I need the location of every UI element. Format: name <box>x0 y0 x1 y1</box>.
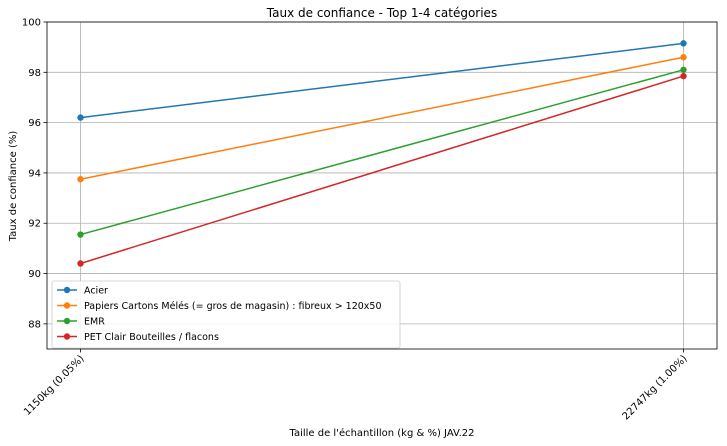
legend-box <box>51 280 401 349</box>
legend-marker <box>63 333 71 340</box>
y-tick-label: 92 <box>28 219 41 230</box>
data-point <box>77 114 84 121</box>
data-point <box>680 66 687 73</box>
legend-item: Papiers Cartons Mélés (= gros de magasin… <box>57 301 382 312</box>
y-tick-label: 96 <box>28 118 41 129</box>
series-line <box>80 42 684 119</box>
y-tick-label: 100 <box>22 18 41 29</box>
y-tick-label: 98 <box>28 68 41 79</box>
series-2 <box>77 66 687 238</box>
x-tick-label: 22747kg (1.00%) <box>621 353 690 422</box>
y-axis-label: Taux de confiance (%) <box>8 131 19 243</box>
chart-title: Taux de confiance - Top 1-4 catégories <box>266 6 497 20</box>
series-1 <box>77 54 687 183</box>
legend-label: Acier <box>84 286 108 297</box>
legend-item: Acier <box>57 286 108 297</box>
y-tick-label: 90 <box>28 269 41 280</box>
legend-marker <box>63 302 71 309</box>
data-point <box>77 231 84 238</box>
series-lines <box>77 40 687 267</box>
axes <box>46 21 718 350</box>
x-tick-label: 1150kg (0.05%) <box>22 353 87 418</box>
legend-marker <box>63 317 71 325</box>
x-axis-ticks: 1150kg (0.05%) 22747kg (1.00%) <box>22 349 690 422</box>
x-axis-label: Taille de l'échantillon (kg & %) JAV.22 <box>288 427 474 439</box>
legend-label: PET Clair Bouteilles / flacons <box>84 332 219 343</box>
legend: Acier Papiers Cartons Mélés (= gros de ma… <box>51 280 401 349</box>
data-point <box>680 54 687 61</box>
y-axis-ticks: 88 90 92 94 96 98 100 <box>22 18 47 330</box>
data-point <box>680 40 687 47</box>
series-0 <box>77 40 687 121</box>
series-3 <box>77 72 687 267</box>
data-point <box>77 176 84 183</box>
plot-frame <box>46 21 718 350</box>
y-tick-label: 94 <box>28 168 41 179</box>
legend-item: EMR <box>57 317 105 328</box>
data-point <box>77 260 84 267</box>
legend-label: Papiers Cartons Mélés (= gros de magasin… <box>84 301 382 312</box>
series-line <box>80 56 684 180</box>
series-line <box>80 69 684 236</box>
y-tick-label: 88 <box>28 319 41 330</box>
legend-item: PET Clair Bouteilles / flacons <box>57 332 219 343</box>
legend-label: EMR <box>84 317 105 328</box>
data-point <box>680 72 687 80</box>
legend-marker <box>63 286 71 294</box>
series-line <box>80 75 684 265</box>
